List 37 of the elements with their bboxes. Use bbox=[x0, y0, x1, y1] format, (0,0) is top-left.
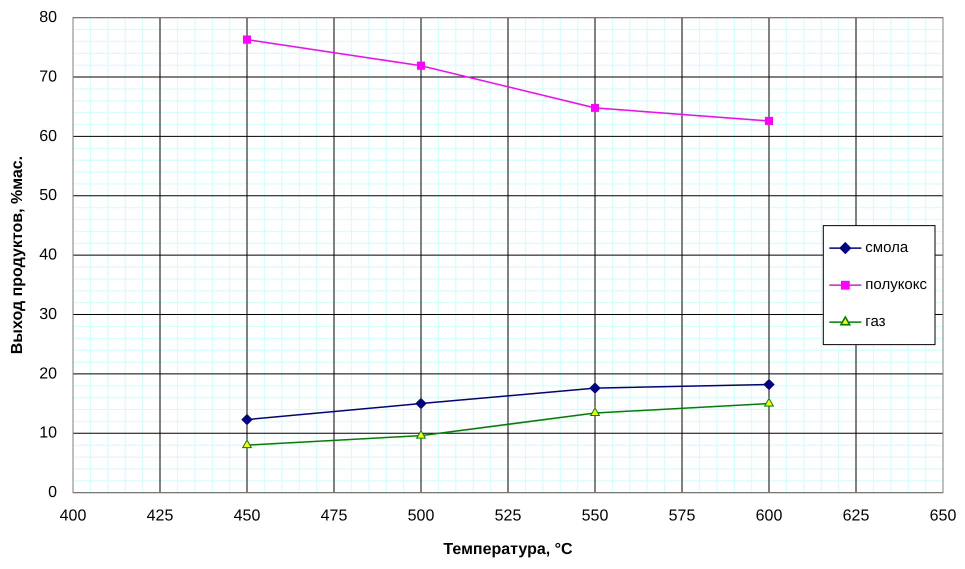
point bbox=[590, 382, 600, 394]
point bbox=[242, 440, 252, 448]
x-tick-label: 450 bbox=[234, 508, 260, 525]
y-tick-label: 80 bbox=[39, 9, 58, 26]
legend-label: газ bbox=[865, 313, 886, 330]
point bbox=[416, 430, 426, 439]
y-tick-label: 20 bbox=[39, 365, 58, 382]
y-tick-label: 70 bbox=[39, 68, 58, 86]
point bbox=[764, 398, 774, 407]
x-tick-label: 625 bbox=[842, 508, 870, 525]
x-tick-label: 575 bbox=[668, 508, 696, 525]
point bbox=[590, 104, 600, 112]
y-tick-label: 60 bbox=[39, 128, 58, 145]
x-tick-label: 650 bbox=[930, 508, 956, 525]
x-tick-label: 425 bbox=[146, 508, 174, 525]
y-tick-label: 50 bbox=[39, 187, 58, 204]
x-tick-label: 500 bbox=[408, 508, 434, 525]
x-axis-title: Температура, °C bbox=[443, 540, 574, 558]
y-axis-title: Выход продуктов, %мас. bbox=[9, 156, 26, 354]
x-tick-label: 600 bbox=[756, 508, 782, 525]
point bbox=[242, 36, 252, 44]
legend-label: полукокс bbox=[865, 276, 928, 294]
y-tick-label: 30 bbox=[39, 306, 58, 323]
y-tick-label: 10 bbox=[39, 424, 58, 442]
x-tick-label: 475 bbox=[320, 508, 348, 525]
point bbox=[590, 408, 600, 416]
legend-label: смола bbox=[865, 239, 909, 256]
point bbox=[764, 379, 774, 390]
x-tick-label: 400 bbox=[60, 508, 86, 525]
x-tick-label: 550 bbox=[582, 508, 608, 525]
point bbox=[416, 398, 426, 410]
y-tick-label: 0 bbox=[48, 484, 58, 502]
y-tick-label: 40 bbox=[39, 246, 58, 264]
point bbox=[416, 62, 426, 70]
point bbox=[764, 116, 774, 125]
point bbox=[242, 414, 252, 426]
x-tick-label: 525 bbox=[494, 508, 522, 525]
